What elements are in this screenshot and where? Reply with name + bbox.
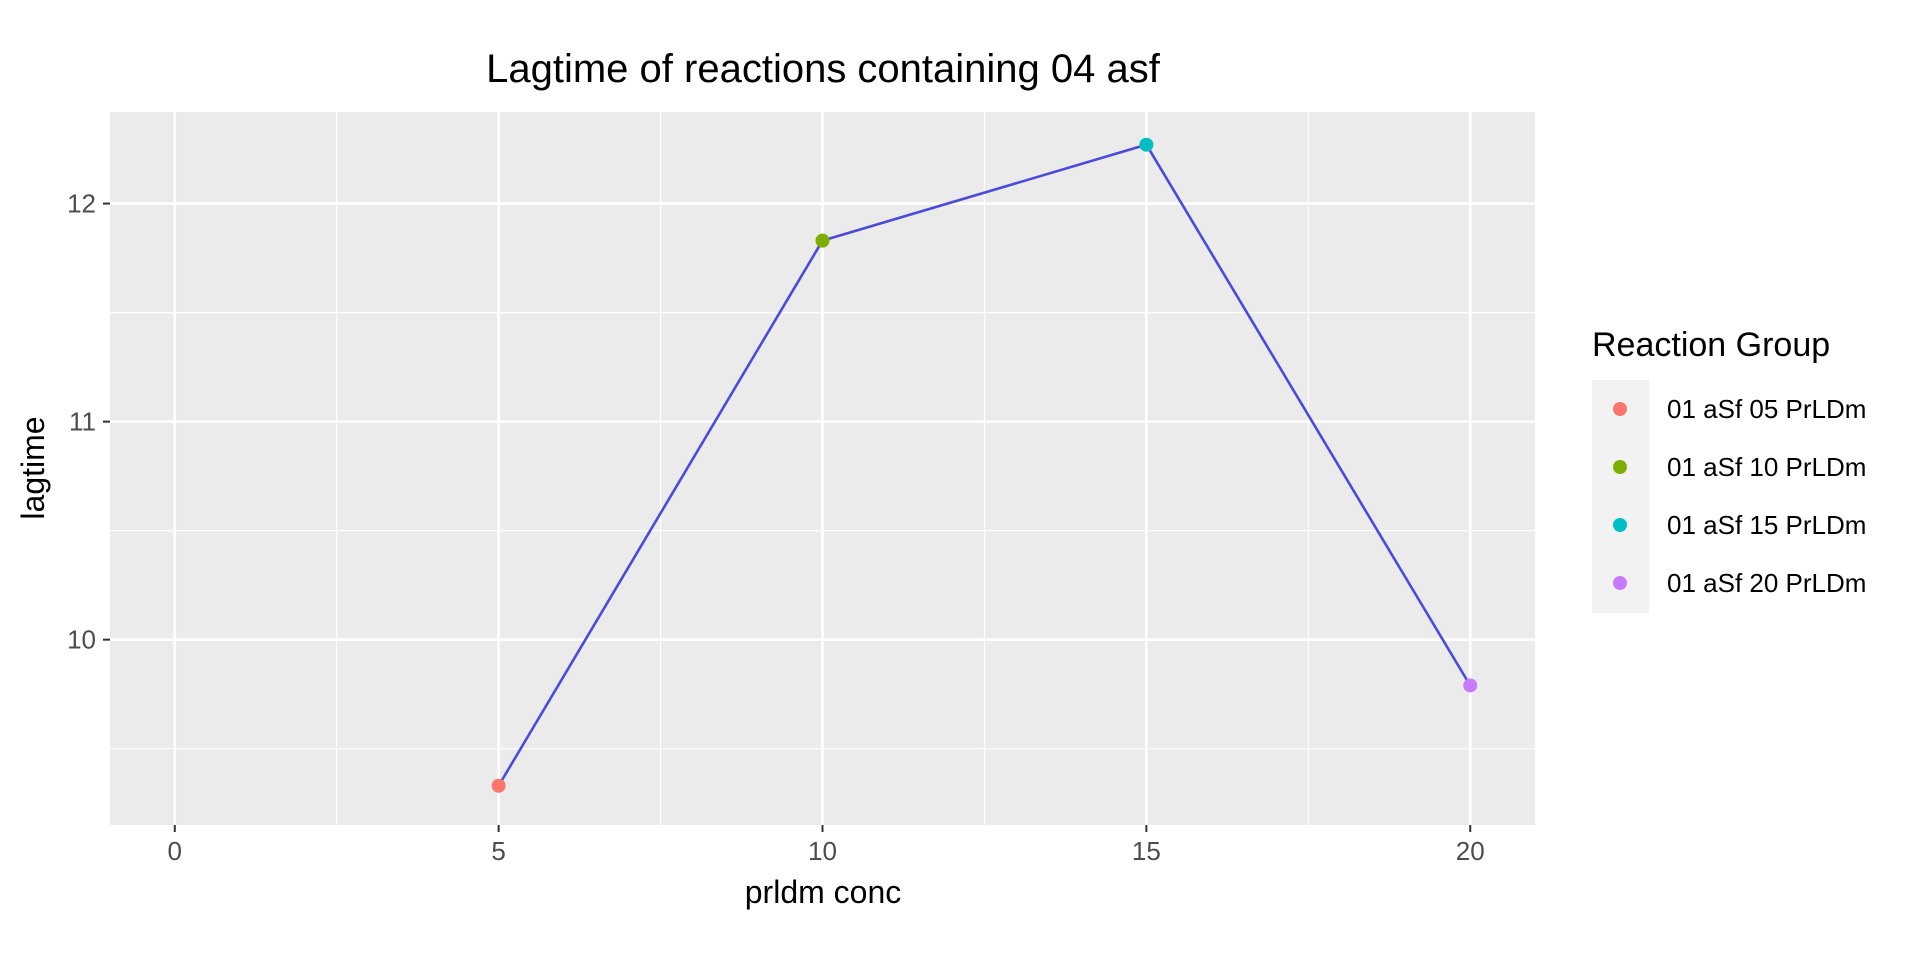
- data-point: [1463, 678, 1478, 693]
- legend-key-dot: [1613, 576, 1627, 590]
- y-tick-label: 11: [69, 407, 96, 437]
- y-tick-label: 12: [67, 189, 96, 219]
- legend-title: Reaction Group: [1592, 326, 1830, 364]
- grid-major: [110, 112, 1535, 825]
- data-points: [491, 137, 1478, 793]
- legend-key-background: [1592, 380, 1649, 613]
- legend-entry-label: 01 aSf 10 PrLDm: [1667, 452, 1866, 482]
- data-point: [815, 233, 830, 248]
- x-tick-label: 20: [1456, 836, 1485, 866]
- x-tick-label: 5: [491, 836, 505, 866]
- y-axis-label: lagtime: [15, 416, 51, 519]
- data-point: [1139, 137, 1154, 152]
- legend-key-dot: [1613, 402, 1627, 416]
- chart-title: Lagtime of reactions containing 04 asf: [486, 47, 1161, 91]
- x-axis-label: prldm conc: [745, 874, 902, 910]
- y-tick-label: 10: [67, 625, 96, 655]
- x-axis: 0 5 10 15 20: [168, 825, 1485, 866]
- x-tick-label: 0: [168, 836, 182, 866]
- series-line-path: [497, 143, 1472, 787]
- legend-entries: 01 aSf 05 PrLDm 01 aSf 10 PrLDm 01 aSf 15 …: [1592, 380, 1866, 613]
- legend: Reaction Group 01 aSf 05 PrLDm 01 aSf 10 …: [1592, 326, 1866, 613]
- legend-entry-label: 01 aSf 05 PrLDm: [1667, 394, 1866, 424]
- x-tick-label: 10: [808, 836, 837, 866]
- legend-key-dot: [1613, 460, 1627, 474]
- x-tick-label: 15: [1132, 836, 1161, 866]
- y-axis: 10 11 12: [67, 189, 110, 655]
- legend-key-dot: [1613, 518, 1627, 532]
- data-point: [491, 778, 506, 793]
- series-line: [497, 143, 1472, 787]
- legend-entry-label: 01 aSf 20 PrLDm: [1667, 568, 1866, 598]
- legend-entry-label: 01 aSf 15 PrLDm: [1667, 510, 1866, 540]
